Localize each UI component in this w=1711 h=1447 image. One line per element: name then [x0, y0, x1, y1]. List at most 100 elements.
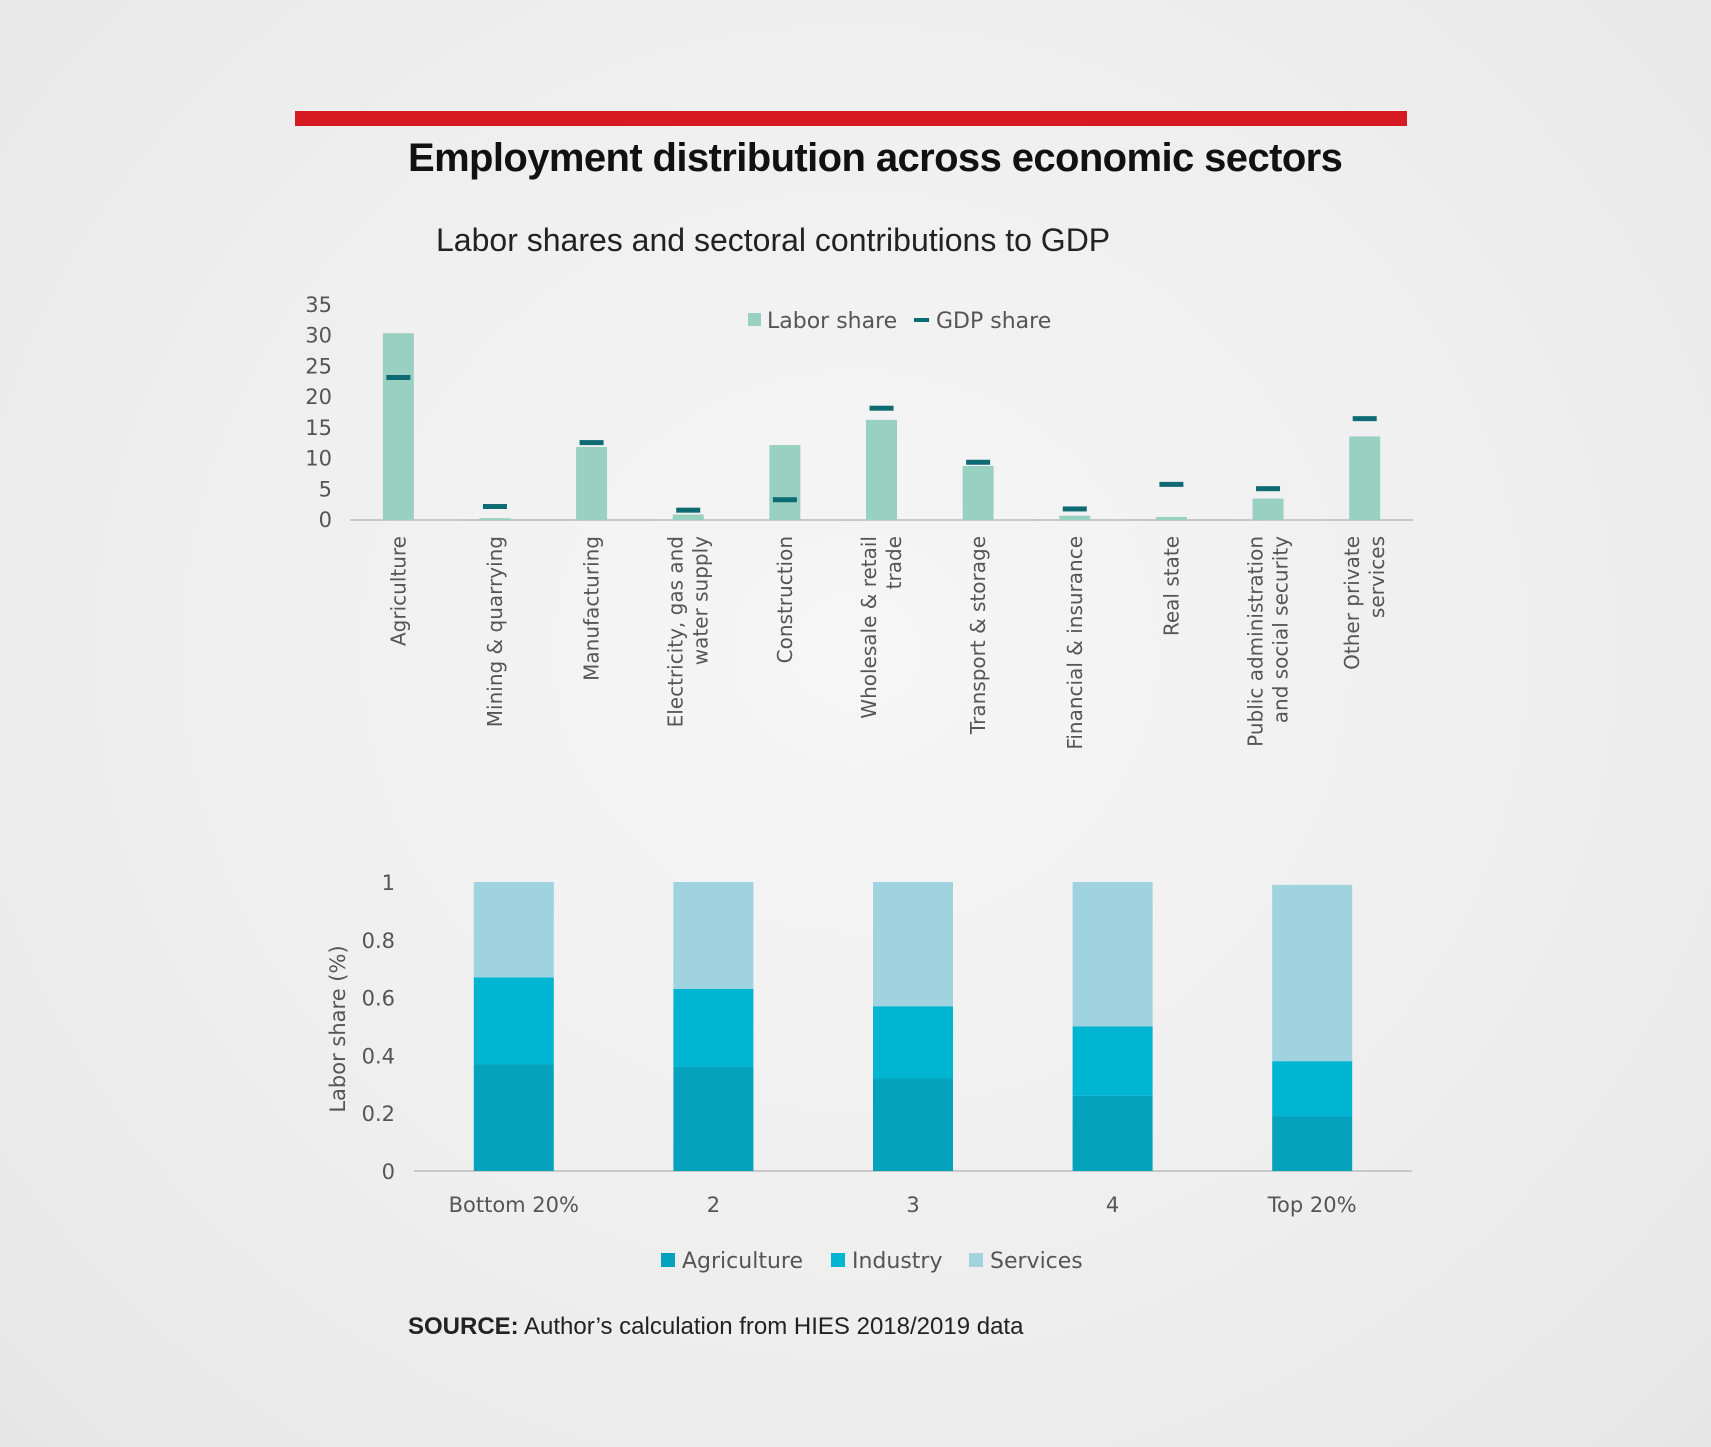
x-category-label: 4: [1106, 1193, 1119, 1217]
sector-share-chart: 0 5 10 15 20 25 30 35 Agriculture Mining & quarry…: [305, 293, 1413, 750]
x-category-label: Other private: [1340, 536, 1364, 670]
x-category-label: Bottom 20%: [449, 1193, 579, 1217]
x-category-label: 3: [906, 1193, 919, 1217]
category-label-group: Mining & quarrying: [483, 536, 507, 727]
source-note: SOURCE: Author’s calculation from HIES 2…: [408, 1313, 1023, 1341]
category-label-group: Other private services: [1340, 536, 1389, 670]
gdp-share-dash: [676, 507, 701, 513]
legend-swatch-agriculture: [661, 1253, 675, 1267]
category-label-group: Agriculture: [386, 536, 410, 646]
labor-share-bar: [962, 465, 994, 520]
labor-share-bar: [1155, 516, 1187, 520]
stacked-segment-industry: [673, 988, 754, 1067]
gdp-share-dash: [966, 459, 991, 465]
category-label-group: Manufacturing: [580, 536, 604, 681]
stacked-segment-industry: [1072, 1026, 1153, 1096]
stacked-segment-industry: [1272, 1061, 1353, 1117]
stacked-segment-agriculture: [1072, 1095, 1153, 1171]
gdp-share-dash: [579, 440, 604, 446]
labor-share-bar: [866, 419, 897, 520]
y-tick-label: 15: [305, 416, 332, 440]
category-label-group: Financial & insurance: [1063, 536, 1087, 750]
stacked-segment-services: [1272, 884, 1353, 1062]
gdp-share-dash: [1352, 416, 1377, 422]
labor-share-bar: [1349, 436, 1381, 520]
stacked-segment-industry: [473, 977, 554, 1065]
page-subtitle: Labor shares and sectoral contributions …: [436, 222, 1111, 258]
source-label: SOURCE:: [408, 1313, 519, 1340]
labor-share-bar: [576, 446, 608, 520]
stacked-segment-agriculture: [873, 1078, 953, 1171]
gdp-share-dash: [1159, 481, 1184, 487]
y-tick-label: 0.4: [362, 1044, 395, 1068]
labor-share-bar: [382, 333, 414, 520]
x-category-label: Transport & storage: [966, 536, 990, 735]
labor-share-bar: [1059, 515, 1091, 520]
x-category-label: 2: [707, 1193, 720, 1217]
x-category-label: services: [1365, 536, 1389, 618]
x-category-label: Electricity, gas and: [664, 536, 688, 727]
legend-label-agriculture: Agriculture: [682, 1249, 803, 1274]
category-label-group: Construction: [773, 536, 797, 663]
legend-label-industry: Industry: [852, 1249, 943, 1274]
gdp-share-dash: [386, 374, 411, 380]
legend-label-services: Services: [990, 1249, 1083, 1274]
legend-label-gdp-share: GDP share: [936, 309, 1051, 334]
x-category-label: Mining & quarrying: [483, 536, 507, 727]
x-category-label: Public administration: [1244, 536, 1268, 747]
x-category-label: water supply: [689, 536, 713, 665]
source-text: Author’s calculation from HIES 2018/2019…: [518, 1313, 1024, 1340]
x-category-label: Real state: [1159, 536, 1183, 636]
x-category-label: Construction: [773, 536, 797, 663]
category-label-group: Electricity, gas and water supply: [664, 536, 713, 728]
legend-swatch-labor-share: [748, 313, 761, 326]
x-category-label: trade: [882, 536, 906, 589]
y-tick-label: 0: [319, 508, 332, 532]
legend-swatch-industry: [831, 1253, 845, 1267]
gdp-share-dash: [482, 503, 507, 509]
stacked-segment-services: [473, 882, 554, 978]
y-tick-label: 0.2: [362, 1102, 395, 1126]
x-category-label: Agriculture: [386, 536, 410, 646]
category-label-group: Wholesale & retail trade: [857, 536, 906, 719]
stacked-segment-agriculture: [1272, 1116, 1353, 1171]
y-axis-title: Labor share (%): [326, 945, 350, 1112]
labor-share-bar: [1252, 498, 1284, 520]
stacked-segment-industry: [873, 1006, 953, 1079]
page-title: Employment distribution across economic …: [408, 136, 1343, 180]
gdp-share-dash: [772, 497, 797, 503]
stacked-segment-services: [873, 882, 953, 1007]
x-category-label: Wholesale & retail: [857, 536, 881, 719]
y-tick-label: 30: [305, 324, 332, 348]
y-tick-label: 20: [305, 385, 332, 409]
y-tick-label: 35: [305, 293, 332, 317]
x-category-label: Top 20%: [1267, 1193, 1357, 1217]
stacked-segment-services: [1072, 882, 1153, 1027]
y-tick-label: 5: [319, 477, 332, 501]
category-label-group: Public administration and social security: [1244, 536, 1293, 747]
y-tick-label: 1: [382, 871, 395, 895]
gdp-share-dash: [1256, 486, 1281, 492]
stacked-segment-agriculture: [673, 1066, 754, 1171]
legend-label-labor-share: Labor share: [767, 309, 897, 334]
y-tick-label: 0: [382, 1160, 395, 1184]
y-tick-label: 0.8: [362, 929, 395, 953]
labor-share-bar: [479, 518, 511, 520]
stacked-segment-agriculture: [473, 1064, 554, 1171]
gdp-share-dash: [869, 405, 894, 411]
y-tick-label: 25: [305, 354, 332, 378]
labor-share-bar: [769, 445, 801, 520]
category-label-group: Transport & storage: [966, 536, 990, 735]
x-category-label: and social security: [1269, 536, 1293, 723]
legend-swatch-services: [969, 1253, 983, 1267]
legend-swatch-gdp-share: [914, 318, 929, 322]
labor-share-bar: [672, 514, 704, 520]
stacked-segment-services: [673, 882, 754, 989]
y-tick-label: 10: [305, 447, 332, 471]
y-tick-label: 0.6: [362, 987, 395, 1011]
x-category-label: Manufacturing: [580, 536, 604, 681]
accent-red-bar: [295, 111, 1407, 126]
gdp-share-dash: [1062, 506, 1087, 512]
category-label-group: Real state: [1159, 536, 1183, 636]
